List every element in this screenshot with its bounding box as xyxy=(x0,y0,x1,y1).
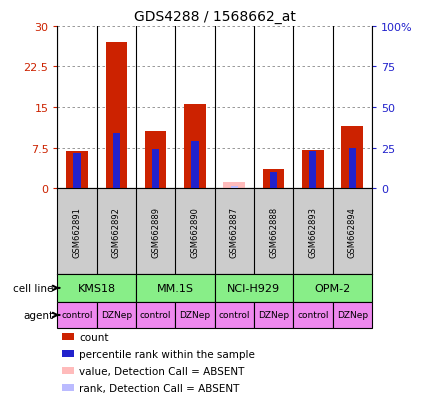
Text: DZNep: DZNep xyxy=(337,311,368,320)
Text: control: control xyxy=(297,311,329,320)
Bar xyxy=(215,274,293,302)
Bar xyxy=(136,274,215,302)
Text: percentile rank within the sample: percentile rank within the sample xyxy=(79,349,255,359)
Text: GSM662894: GSM662894 xyxy=(348,206,357,257)
Title: GDS4288 / 1568662_at: GDS4288 / 1568662_at xyxy=(134,10,295,24)
Text: GSM662892: GSM662892 xyxy=(112,206,121,257)
Bar xyxy=(62,384,74,392)
Text: count: count xyxy=(79,332,109,342)
Text: GSM662890: GSM662890 xyxy=(190,206,199,257)
Bar xyxy=(254,302,293,328)
Text: control: control xyxy=(140,311,171,320)
Bar xyxy=(74,153,81,189)
Text: GSM662891: GSM662891 xyxy=(73,206,82,257)
Bar xyxy=(293,274,372,302)
Text: DZNep: DZNep xyxy=(101,311,132,320)
Bar xyxy=(184,105,206,189)
Bar xyxy=(191,142,198,189)
Text: MM.1S: MM.1S xyxy=(157,283,194,293)
Bar xyxy=(341,127,363,189)
Bar xyxy=(263,170,284,189)
Bar xyxy=(270,173,277,189)
Bar xyxy=(293,302,332,328)
Text: GSM662889: GSM662889 xyxy=(151,206,160,257)
Bar xyxy=(175,302,215,328)
Bar xyxy=(62,367,74,375)
Text: rank, Detection Call = ABSENT: rank, Detection Call = ABSENT xyxy=(79,383,240,393)
Text: KMS18: KMS18 xyxy=(78,283,116,293)
Bar xyxy=(332,302,372,328)
Bar xyxy=(136,302,175,328)
Bar xyxy=(224,182,245,189)
Bar xyxy=(231,186,238,189)
Text: OPM-2: OPM-2 xyxy=(314,283,351,293)
Text: GSM662893: GSM662893 xyxy=(309,206,317,257)
Bar xyxy=(302,151,324,189)
Bar xyxy=(348,148,356,189)
Text: GSM662887: GSM662887 xyxy=(230,206,239,257)
Text: DZNep: DZNep xyxy=(179,311,210,320)
Bar xyxy=(57,274,136,302)
Bar xyxy=(309,152,317,189)
Text: NCI-H929: NCI-H929 xyxy=(227,283,280,293)
Bar xyxy=(152,150,159,189)
Bar xyxy=(113,134,120,189)
Bar xyxy=(66,152,88,189)
Bar xyxy=(62,333,74,340)
Bar xyxy=(57,302,96,328)
Text: agent: agent xyxy=(23,310,53,320)
Text: cell line: cell line xyxy=(13,283,53,293)
Bar xyxy=(215,302,254,328)
Text: value, Detection Call = ABSENT: value, Detection Call = ABSENT xyxy=(79,366,245,376)
Text: DZNep: DZNep xyxy=(258,311,289,320)
Bar xyxy=(105,43,127,189)
Text: GSM662888: GSM662888 xyxy=(269,206,278,257)
Text: control: control xyxy=(61,311,93,320)
Bar xyxy=(96,302,136,328)
Bar xyxy=(62,350,74,358)
Text: control: control xyxy=(218,311,250,320)
Bar xyxy=(145,132,167,189)
